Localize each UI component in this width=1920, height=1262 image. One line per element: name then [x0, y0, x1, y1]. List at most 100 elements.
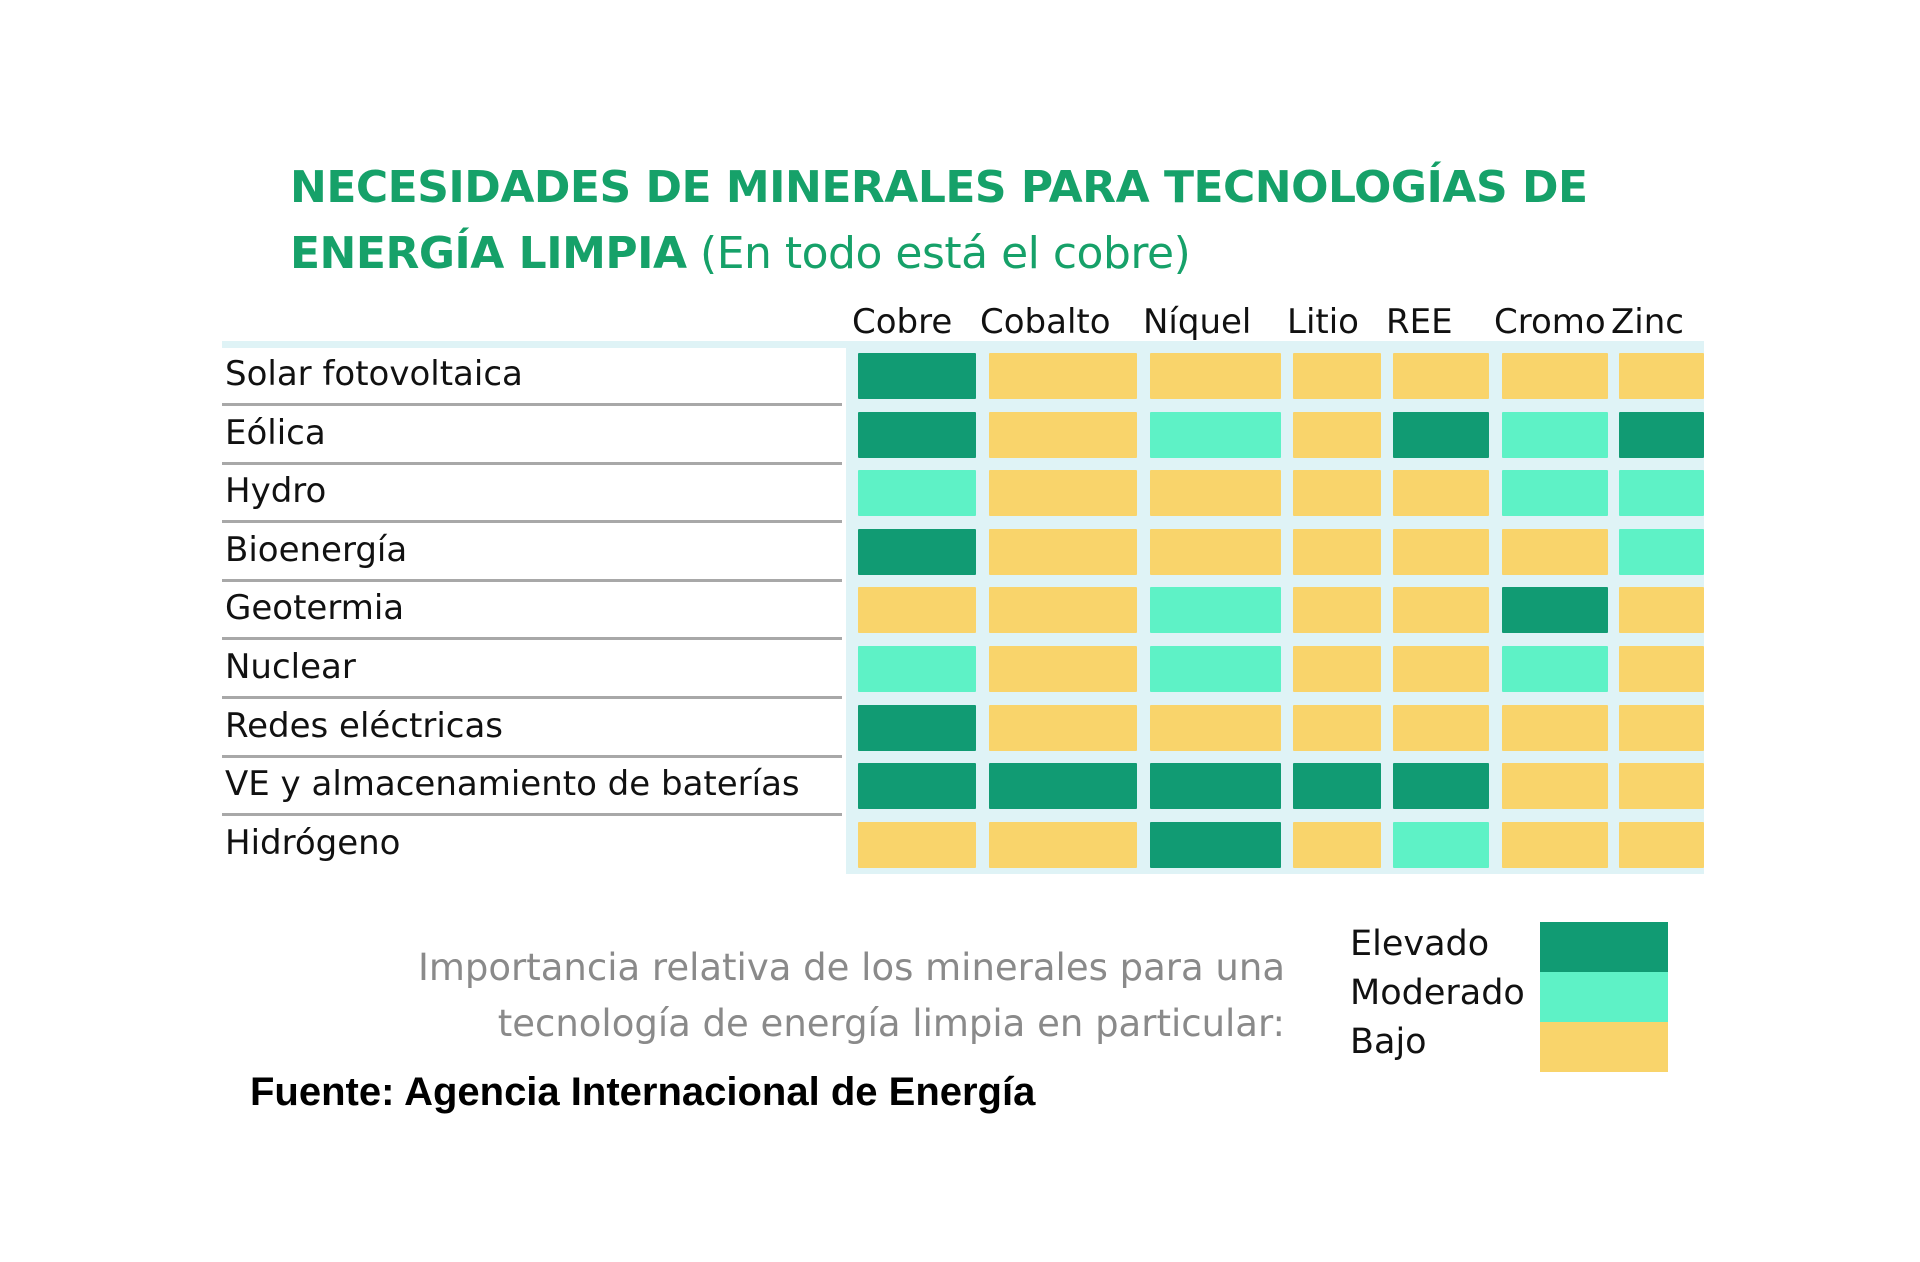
heatmap-cell [1150, 353, 1281, 399]
heatmap-cell [1619, 353, 1704, 399]
heatmap-cell [989, 411, 1137, 458]
legend-label-bajo: Bajo [1350, 1022, 1427, 1062]
row-label: Bioenergía [225, 529, 408, 570]
row-label: VE y almacenamiento de baterías [225, 764, 800, 805]
heatmap-cell [1502, 470, 1608, 517]
heatmap-cell [1150, 470, 1281, 517]
heatmap-cell [1619, 704, 1704, 751]
heatmap-cell [1619, 528, 1704, 575]
legend-caption-line-2: tecnología de energía limpia en particul… [497, 1002, 1285, 1045]
heatmap-cell [1293, 411, 1381, 458]
heatmap-cell [1619, 587, 1704, 634]
column-label-cobalto: Cobalto [980, 302, 1111, 342]
heatmap-cell [1619, 470, 1704, 517]
legend-swatch-moderado [1540, 972, 1668, 1022]
heatmap-cell [858, 763, 976, 810]
row-divider [222, 696, 842, 699]
heatmap-cell [1150, 587, 1281, 634]
heatmap-cell [1619, 821, 1704, 868]
chart-title-note: (En todo está el cobre) [686, 228, 1191, 279]
heatmap-cell [989, 646, 1137, 692]
heatmap-cell [1393, 763, 1489, 810]
heatmap-cell [1619, 411, 1704, 458]
heatmap-cell [1502, 353, 1608, 399]
heatmap-cell [858, 411, 976, 458]
legend-label-moderado: Moderado [1350, 973, 1525, 1013]
heatmap-cell [1502, 528, 1608, 575]
heatmap-cell [989, 704, 1137, 751]
heatmap-cell [1619, 646, 1704, 692]
heatmap-cell [858, 646, 976, 692]
heatmap-cell [989, 821, 1137, 868]
chart-title-line-1: NECESIDADES DE MINERALES PARA TECNOLOGÍA… [290, 162, 1588, 213]
heatmap-cell [989, 353, 1137, 399]
heatmap-cell [989, 587, 1137, 634]
row-divider [222, 461, 842, 465]
column-label-níquel: Níquel [1143, 302, 1252, 342]
heatmap-cell [989, 528, 1137, 575]
source-note: Fuente: Agencia Internacional de Energía [250, 1070, 1036, 1114]
heatmap-cell [1393, 821, 1489, 868]
column-label-litio: Litio [1287, 302, 1359, 342]
row-divider [222, 403, 842, 406]
heatmap-cell [1293, 821, 1381, 868]
column-label-ree: REE [1386, 302, 1453, 342]
row-label: Eólica [225, 412, 326, 453]
heatmap-cell [1293, 763, 1381, 810]
legend-swatch-elevado [1540, 922, 1668, 972]
row-label: Redes eléctricas [225, 705, 504, 746]
heatmap-cell [1502, 704, 1608, 751]
heatmap-cell [858, 470, 976, 517]
heatmap-cell [1502, 587, 1608, 634]
heatmap-cell [1150, 528, 1281, 575]
legend-swatch-bajo [1540, 1022, 1668, 1072]
heatmap-cell [1150, 704, 1281, 751]
row-divider [222, 754, 842, 758]
heatmap-cell [1293, 704, 1381, 751]
heatmap-cell [1293, 587, 1381, 634]
row-divider [222, 578, 842, 582]
row-divider [222, 520, 842, 524]
heatmap-cell [1150, 763, 1281, 810]
heatmap-cell [1619, 763, 1704, 810]
row-label: Nuclear [225, 647, 356, 687]
column-label-cromo: Cromo [1494, 302, 1606, 342]
heatmap-cell [1150, 411, 1281, 458]
heatmap-cell [858, 587, 976, 634]
column-label-cobre: Cobre [852, 302, 953, 342]
heatmap-cell [989, 470, 1137, 517]
heatmap-cell [1502, 411, 1608, 458]
heatmap-cell [1293, 353, 1381, 399]
heatmap-cell [858, 353, 976, 399]
row-divider [222, 637, 842, 641]
heatmap-cell [858, 528, 976, 575]
heatmap-cell [989, 763, 1137, 810]
heatmap-cell [1393, 411, 1489, 458]
row-divider [222, 813, 842, 817]
heatmap-cell [1393, 704, 1489, 751]
heatmap-cell [1393, 587, 1489, 634]
heatmap-cell [1293, 470, 1381, 517]
row-label: Solar fotovoltaica [225, 354, 523, 394]
row-label: Hydro [225, 471, 327, 512]
row-label: Hidrógeno [225, 822, 401, 863]
legend-label-elevado: Elevado [1350, 924, 1490, 964]
heatmap-cell [1393, 353, 1489, 399]
heatmap-cell [1393, 528, 1489, 575]
heatmap-cell [858, 821, 976, 868]
chart-title-emphasis: ENERGÍA LIMPIA [290, 228, 687, 279]
row-label: Geotermia [225, 588, 405, 629]
heatmap-cell [1502, 763, 1608, 810]
chart-title-line-2: ENERGÍA LIMPIA (En todo está el cobre) [290, 228, 1191, 279]
legend-caption-line-1: Importancia relativa de los minerales pa… [417, 946, 1285, 989]
heatmap-cell [1293, 528, 1381, 575]
heatmap-cell [1150, 646, 1281, 692]
column-label-zinc: Zinc [1611, 302, 1684, 342]
heatmap-cell [1502, 821, 1608, 868]
heatmap-cell [1393, 646, 1489, 692]
heatmap-cell [858, 704, 976, 751]
heatmap-cell [1150, 821, 1281, 868]
heatmap-cell [1293, 646, 1381, 692]
heatmap-cell [1502, 646, 1608, 692]
